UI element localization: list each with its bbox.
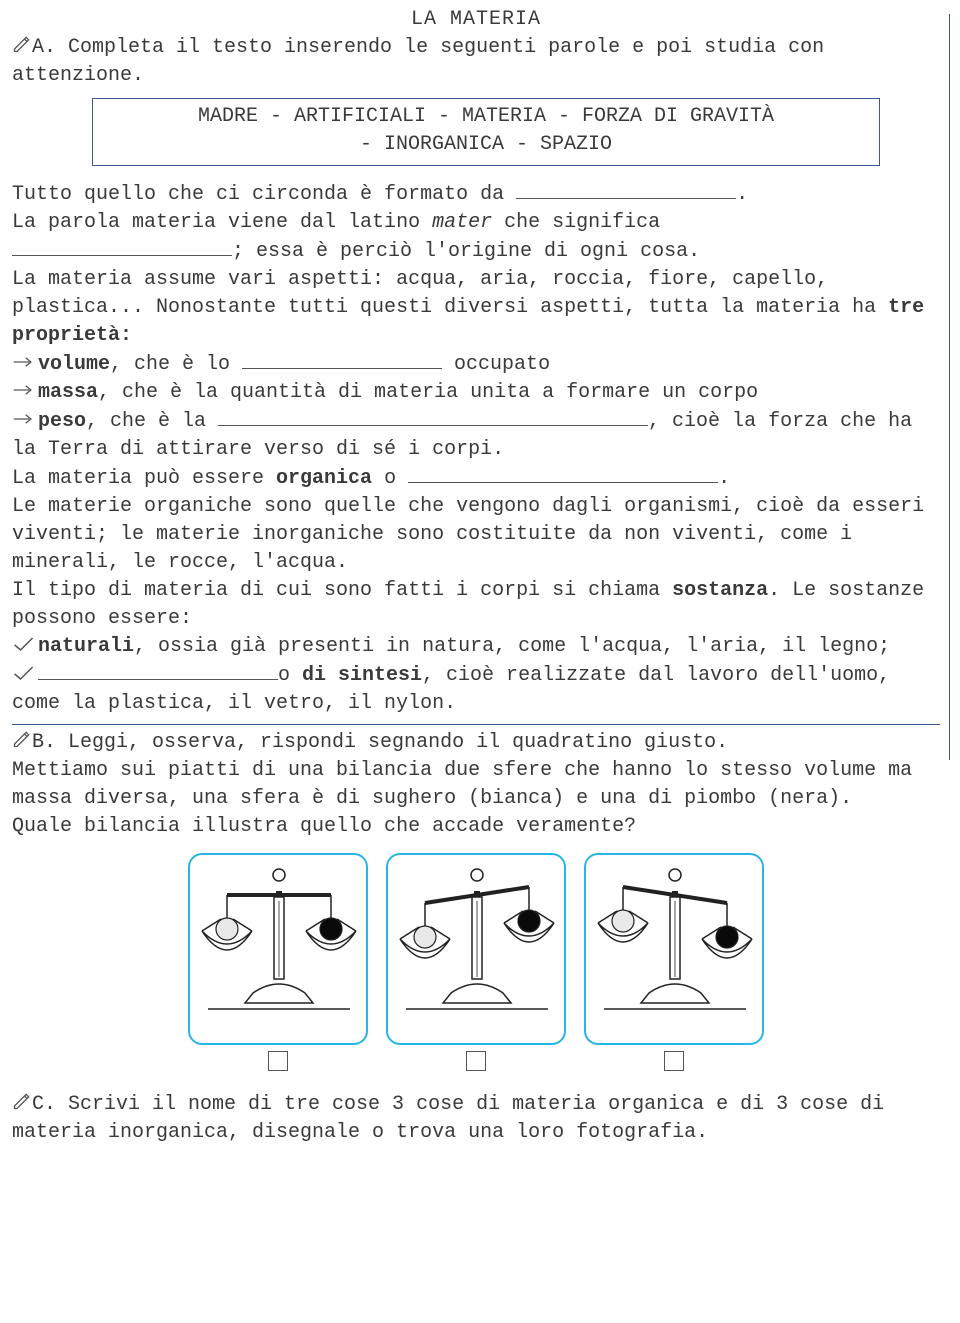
bullet-volume: volume, che è lo occupato: [12, 350, 940, 379]
text: o: [278, 664, 302, 687]
scale-frame: [188, 853, 368, 1045]
check-artificiali: o di sintesi, cioè realizzate dal lavoro…: [12, 661, 940, 718]
para-1: Tutto quello che ci circonda è formato d…: [12, 180, 940, 209]
section-a-instruction-text: A. Completa il testo inserendo le seguen…: [12, 36, 824, 87]
section-b-question: Quale bilancia illustra quello che accad…: [12, 813, 940, 841]
bold-naturali: naturali: [38, 635, 134, 658]
worksheet-page: LA MATERIA A. Completa il testo inserend…: [0, 0, 960, 1167]
text: Tutto quello che ci circonda è formato d…: [12, 183, 516, 206]
bullet-massa: massa, che è la quantità di materia unit…: [12, 379, 940, 407]
checkbox-row: [188, 1051, 368, 1081]
text: o: [372, 467, 408, 490]
para-organica: La materia può essere organica o .: [12, 464, 940, 493]
pencil-icon: [12, 1091, 32, 1111]
section-b-body: Mettiamo sui piatti di una bilancia due …: [12, 757, 940, 813]
scale-option-right-down: [584, 853, 764, 1081]
bold-peso: peso: [38, 410, 86, 433]
section-b-instruction: B. Leggi, osserva, rispondi segnando il …: [12, 729, 940, 757]
text: , che è la: [86, 410, 218, 433]
section-a-instruction: A. Completa il testo inserendo le seguen…: [12, 34, 940, 90]
text: , ossia già presenti in natura, come l'a…: [134, 635, 890, 658]
blank-artificiali[interactable]: [38, 661, 278, 680]
bold-volume: volume: [38, 353, 110, 376]
checkbox-row: [386, 1051, 566, 1081]
bullet-peso: peso, che è la , cioè la forza che ha la…: [12, 407, 940, 464]
answer-checkbox-left-down[interactable]: [466, 1051, 486, 1071]
text: che significa: [492, 211, 660, 234]
text: ; essa è perciò l'origine di ogni cosa.: [232, 240, 700, 263]
italic-mater: mater: [432, 211, 492, 234]
scale-option-left-down: [386, 853, 566, 1081]
text: La materia assume vari aspetti: acqua, a…: [12, 268, 888, 319]
pencil-icon: [12, 34, 32, 54]
word-bank-line2: - INORGANICA - SPAZIO: [113, 131, 859, 159]
para-2: La parola materia viene dal latino mater…: [12, 209, 940, 266]
scale-option-balanced: [188, 853, 368, 1081]
answer-checkbox-right-down[interactable]: [664, 1051, 684, 1071]
section-c-instruction: C. Scrivi il nome di tre cose 3 cose di …: [12, 1091, 940, 1147]
para-3: La materia assume vari aspetti: acqua, a…: [12, 266, 940, 350]
check-icon: [12, 635, 36, 653]
page-title: LA MATERIA: [12, 6, 940, 34]
bold-organica: organica: [276, 467, 372, 490]
section-divider: [12, 724, 940, 725]
answer-checkbox-balanced[interactable]: [268, 1051, 288, 1071]
pencil-icon: [12, 729, 32, 749]
para-materie-organiche: Le materie organiche sono quelle che ven…: [12, 493, 940, 577]
arrow-icon: [12, 381, 36, 399]
checkbox-row: [584, 1051, 764, 1081]
scale-frame: [584, 853, 764, 1045]
bold-massa: massa: [38, 381, 98, 404]
text: .: [718, 467, 730, 490]
bold-di-sintesi: di sintesi: [302, 664, 422, 687]
text: Il tipo di materia di cui sono fatti i c…: [12, 579, 672, 602]
text: , che è la quantità di materia unita a f…: [98, 381, 758, 404]
text: B. Leggi, osserva, rispondi segnando il …: [32, 731, 728, 754]
blank-forza-gravita[interactable]: [218, 407, 648, 426]
check-naturali: naturali, ossia già presenti in natura, …: [12, 633, 940, 661]
text: C. Scrivi il nome di tre cose 3 cose di …: [12, 1093, 884, 1144]
blank-materia[interactable]: [516, 180, 736, 199]
right-margin-rule: [949, 14, 950, 760]
text: .: [736, 183, 748, 206]
word-bank-box: MADRE - ARTIFICIALI - MATERIA - FORZA DI…: [92, 98, 880, 166]
text: occupato: [442, 353, 550, 376]
blank-inorganica[interactable]: [408, 464, 718, 483]
blank-spazio[interactable]: [242, 350, 442, 369]
text: La materia può essere: [12, 467, 276, 490]
arrow-icon: [12, 353, 36, 371]
word-bank-line1: MADRE - ARTIFICIALI - MATERIA - FORZA DI…: [113, 103, 859, 131]
bold-sostanza: sostanza: [672, 579, 768, 602]
text: , che è lo: [110, 353, 242, 376]
text: La parola materia viene dal latino: [12, 211, 432, 234]
para-sostanza: Il tipo di materia di cui sono fatti i c…: [12, 577, 940, 633]
blank-madre[interactable]: [12, 237, 232, 256]
scales-row: [12, 853, 940, 1081]
check-icon: [12, 664, 36, 682]
arrow-icon: [12, 410, 36, 428]
scale-frame: [386, 853, 566, 1045]
